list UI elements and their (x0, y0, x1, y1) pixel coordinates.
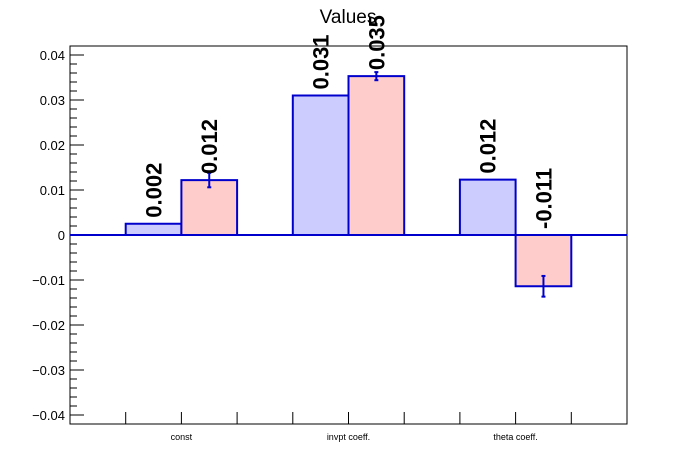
bar (181, 180, 238, 235)
y-tick-label: 0.03 (40, 93, 65, 108)
y-tick-label: −0.01 (32, 273, 65, 288)
bar-outline (458, 178, 517, 235)
y-tick-label: 0.02 (40, 138, 65, 153)
bar-value-label: 0.002 (142, 163, 167, 218)
bar-value-label: 0.012 (476, 119, 501, 174)
chart-title: Values (320, 7, 377, 28)
x-category-label: invpt coeff. (327, 432, 370, 442)
y-tick-label: −0.04 (32, 408, 65, 423)
y-tick-label: 0.04 (40, 48, 65, 63)
bar-value-label: 0.031 (309, 34, 334, 89)
bar (292, 95, 349, 235)
x-category-label: const (171, 432, 193, 442)
bar-value-label: -0.011 (531, 168, 556, 229)
bar-value-label: 0.012 (197, 119, 222, 174)
y-tick-label: 0.01 (40, 183, 65, 198)
y-tick-label: −0.02 (32, 318, 65, 333)
bar (459, 179, 516, 235)
y-tick-label: −0.03 (32, 363, 65, 378)
bar (348, 76, 405, 236)
bar-value-label: 0.035 (364, 15, 389, 70)
x-category-label: theta coeff. (493, 432, 537, 442)
bar (125, 223, 182, 235)
y-tick-label: 0 (58, 228, 65, 243)
